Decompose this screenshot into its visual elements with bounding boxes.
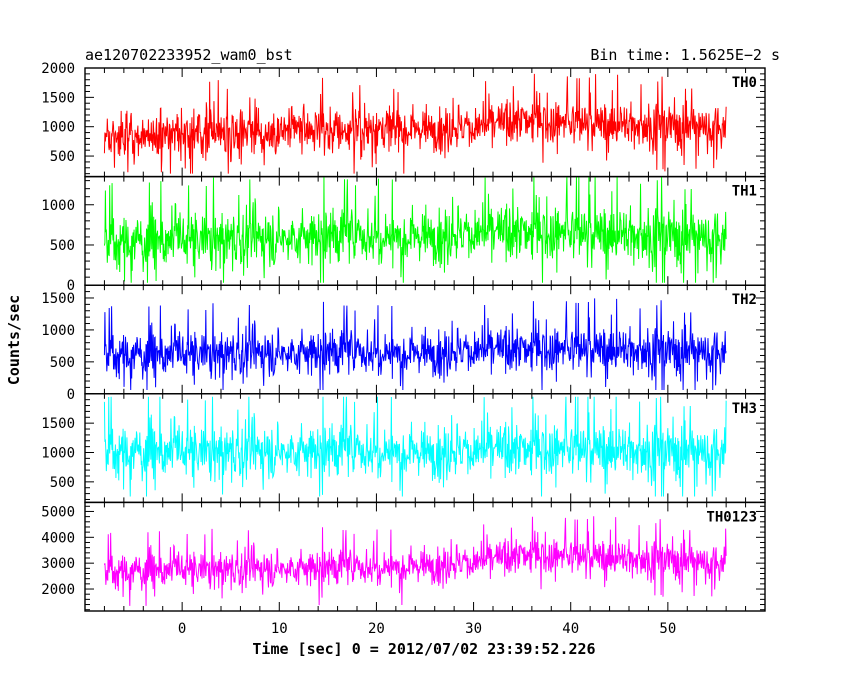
series-th1-line (103, 176, 727, 283)
y-tick-label: 1000 (41, 323, 75, 339)
panel-th1: 0 500 1000 TH1 (41, 175, 766, 294)
panel-label-th1: TH1 (732, 184, 757, 200)
y-tick-label: 1000 (41, 120, 75, 136)
panel-label-th0: TH0 (732, 75, 757, 91)
panel-th2: 0 500 1000 1500 TH2 (41, 284, 766, 403)
y-tick-label: 2000 (41, 582, 75, 598)
y-tick-label: 1500 (41, 416, 75, 432)
panel-label-th2: TH2 (732, 292, 757, 308)
y-tick-label: 2000 (41, 61, 75, 77)
y-tick-label: 1000 (41, 446, 75, 462)
x-tick-label: 40 (562, 621, 579, 637)
x-tick-label: 0 (178, 621, 186, 637)
y-tick-label: 1000 (41, 198, 75, 214)
x-tick-label: 20 (368, 621, 385, 637)
bin-time-label: Bin time: 1.5625E−2 s (590, 46, 780, 64)
x-tick-label: 50 (659, 621, 676, 637)
x-tick-label: 10 (271, 621, 288, 637)
panels-group: 500100015002000TH005001000TH105001000150… (41, 61, 766, 637)
y-tick-label: 500 (50, 355, 75, 371)
series-th3-line (103, 396, 727, 497)
y-tick-label: 0 (67, 387, 75, 403)
panel-label-th0123: TH0123 (706, 509, 757, 525)
y-tick-label: 1500 (41, 90, 75, 106)
series-th2-line (103, 298, 727, 390)
y-tick-label: 5000 (41, 504, 75, 520)
panel-label-th3: TH3 (732, 401, 757, 417)
series-th0123-line (103, 516, 727, 606)
y-tick-label: 500 (50, 238, 75, 254)
series-th0-line (103, 73, 727, 174)
y-tick-label: 3000 (41, 556, 75, 572)
panel-th0: 500 1000 1500 2000 TH0 (41, 61, 766, 178)
panel-th3: 500 1000 1500 TH3 (41, 393, 766, 504)
y-tick-label: 500 (50, 149, 75, 165)
y-axis-title: Counts/sec (5, 295, 23, 385)
panel-th0123: 2000 3000 4000 5000 TH0123 (41, 501, 766, 612)
y-tick-label: 4000 (41, 530, 75, 546)
chart-title: ae120702233952_wam0_bst (85, 46, 293, 64)
y-tick-label: 500 (50, 475, 75, 491)
panel-frame (84, 501, 766, 612)
y-tick-label: 0 (67, 278, 75, 294)
x-tick-label: 30 (465, 621, 482, 637)
y-tick-label: 1500 (41, 291, 75, 307)
x-axis-title: Time [sec] 0 = 2012/07/02 23:39:52.226 (252, 640, 595, 658)
